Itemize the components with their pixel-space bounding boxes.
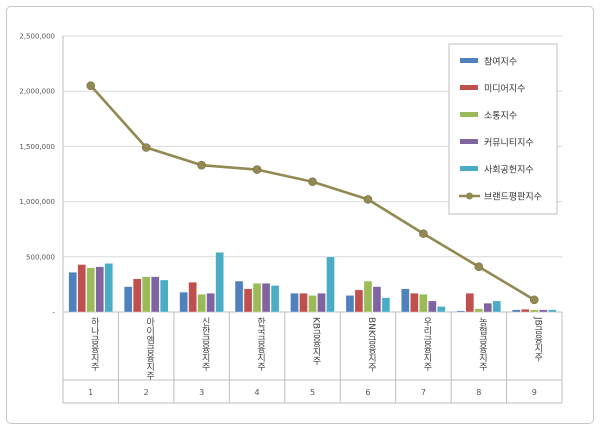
line-point <box>363 195 373 204</box>
category-label: 아이엠금융지주 <box>144 317 154 381</box>
bar <box>252 283 262 313</box>
bar <box>372 286 382 313</box>
bar <box>492 300 501 313</box>
legend-swatch <box>460 166 478 171</box>
category-label: BNK금융지주 <box>366 317 376 373</box>
bar <box>104 263 113 313</box>
y-tick-label: 2,500,000 <box>19 33 55 41</box>
bar <box>299 293 308 313</box>
bar-series <box>68 252 557 313</box>
category-index: 2 <box>144 388 149 397</box>
legend-swatch <box>460 85 478 90</box>
legend-label: 사회공헌지수 <box>484 165 534 176</box>
y-tick-label: 1,000,000 <box>19 198 55 206</box>
bar <box>160 279 169 313</box>
bar <box>548 309 557 313</box>
legend-label: 브랜드평판지수 <box>484 192 542 203</box>
bar <box>530 309 539 313</box>
y-tick-label: 1,500,000 <box>19 143 55 151</box>
bar <box>317 293 326 313</box>
bar <box>483 303 492 313</box>
bar <box>308 295 317 313</box>
bar <box>243 288 253 313</box>
line-series <box>86 81 539 305</box>
legend-label: 소통지수 <box>484 111 517 122</box>
line-point <box>419 229 428 238</box>
bar <box>410 293 419 313</box>
bar <box>77 264 86 313</box>
bar <box>133 278 142 313</box>
bar <box>206 293 215 313</box>
legend-label: 미디어지수 <box>484 84 525 95</box>
category-label: 신한금융지주 <box>200 317 210 372</box>
bar <box>197 294 206 313</box>
bar <box>512 309 521 313</box>
line-point <box>474 262 484 272</box>
bar <box>401 288 410 313</box>
bar <box>465 293 474 313</box>
bar <box>363 280 373 313</box>
line-point <box>252 165 262 174</box>
y-tick-label: 2,000,000 <box>19 88 55 96</box>
bar <box>68 272 77 313</box>
category-index: 6 <box>365 388 370 397</box>
legend-swatch <box>460 58 478 63</box>
bar <box>437 306 446 313</box>
bar <box>124 286 133 313</box>
legend-swatch <box>460 112 478 117</box>
bar <box>179 291 188 313</box>
category-index: 4 <box>255 388 260 397</box>
category-index: 1 <box>88 388 93 397</box>
category-index: 9 <box>532 388 537 397</box>
category-label: KB금융지주 <box>311 317 321 366</box>
bar <box>456 310 465 313</box>
bar <box>95 266 104 313</box>
bar <box>539 309 548 313</box>
bar <box>419 294 428 313</box>
category-index: 3 <box>199 388 204 397</box>
legend-box <box>448 43 558 215</box>
bar <box>234 280 244 313</box>
bar <box>261 283 271 313</box>
category-index: 8 <box>476 388 481 397</box>
legend-swatch <box>460 139 478 144</box>
bar <box>142 276 151 313</box>
bar <box>354 289 364 313</box>
bar <box>270 285 280 313</box>
bar <box>521 309 530 313</box>
bar <box>474 308 483 313</box>
category-label: 하나금융지주 <box>89 317 99 372</box>
line-point <box>141 143 151 152</box>
category-label: JB금융지주 <box>532 316 542 363</box>
bar <box>428 300 437 313</box>
bar <box>381 297 391 313</box>
category-index: 5 <box>310 388 315 397</box>
legend-swatch-marker <box>466 192 473 200</box>
category-label: 농협금융지주 <box>477 317 487 372</box>
bar <box>326 256 335 313</box>
line-point <box>529 295 539 305</box>
category-label: 우리금융지주 <box>421 317 431 372</box>
legend-label: 커뮤니티지수 <box>484 138 534 149</box>
category-label: 한국금융지주 <box>255 317 265 372</box>
bar <box>188 282 197 313</box>
line-point <box>86 81 96 90</box>
category-index: 7 <box>421 388 426 397</box>
bar <box>215 252 224 313</box>
y-tick-label: 500,000 <box>26 253 55 261</box>
bar <box>86 267 95 313</box>
bar <box>151 276 160 313</box>
y-tick-label: - <box>52 309 55 317</box>
bar <box>290 293 299 313</box>
bar <box>345 295 355 313</box>
legend-label: 참여지수 <box>484 56 517 68</box>
line-point <box>308 177 317 187</box>
axis-labels: - 500,000 1,000,000 1,500,000 2,000,000 2,500… <box>19 33 542 398</box>
line-point <box>197 160 206 170</box>
